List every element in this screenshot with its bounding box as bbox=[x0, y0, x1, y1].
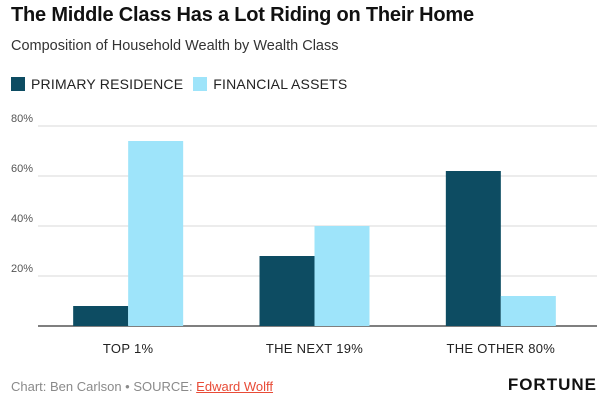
bar-primary-residence bbox=[259, 256, 315, 326]
source-link[interactable]: Edward Wolff bbox=[196, 379, 274, 394]
bar-chart: 20% 40% 60% 80% TOP 1% THE NEXT 19% THE OTHER … bbox=[11, 113, 597, 356]
legend: PRIMARY RESIDENCE FINANCIAL ASSETS bbox=[11, 76, 357, 92]
fortune-logo: FORTUNE bbox=[507, 375, 597, 394]
bar-financial-assets bbox=[500, 296, 556, 326]
bar-primary-residence bbox=[445, 171, 501, 326]
chart-title: The Middle Class Has a Lot Riding on The… bbox=[11, 4, 474, 26]
legend-label-financial-assets: FINANCIAL ASSETS bbox=[213, 76, 348, 92]
legend-item-primary-residence: PRIMARY RESIDENCE bbox=[11, 76, 183, 92]
y-tick-label: 40% bbox=[11, 213, 33, 225]
legend-label-primary-residence: PRIMARY RESIDENCE bbox=[31, 76, 184, 92]
bar-financial-assets bbox=[128, 141, 184, 326]
legend-item-financial-assets: FINANCIAL ASSETS bbox=[193, 76, 347, 92]
footer-credit: Chart: Ben Carlson • SOURCE: Edward Wolf… bbox=[11, 379, 273, 394]
credit-text: Chart: Ben Carlson • SOURCE: bbox=[11, 379, 197, 394]
x-tick-label: THE OTHER 80% bbox=[447, 341, 556, 356]
legend-swatch-primary-residence bbox=[11, 77, 25, 91]
y-tick-label: 20% bbox=[11, 263, 33, 275]
x-tick-label: TOP 1% bbox=[103, 341, 154, 356]
chart-subtitle: Composition of Household Wealth by Wealt… bbox=[11, 38, 339, 54]
y-tick-label: 60% bbox=[11, 163, 33, 175]
y-tick-label: 80% bbox=[11, 113, 33, 125]
bar-financial-assets bbox=[314, 226, 370, 326]
bar-primary-residence bbox=[73, 306, 129, 326]
x-tick-label: THE NEXT 19% bbox=[266, 341, 363, 356]
legend-swatch-financial-assets bbox=[193, 77, 208, 91]
